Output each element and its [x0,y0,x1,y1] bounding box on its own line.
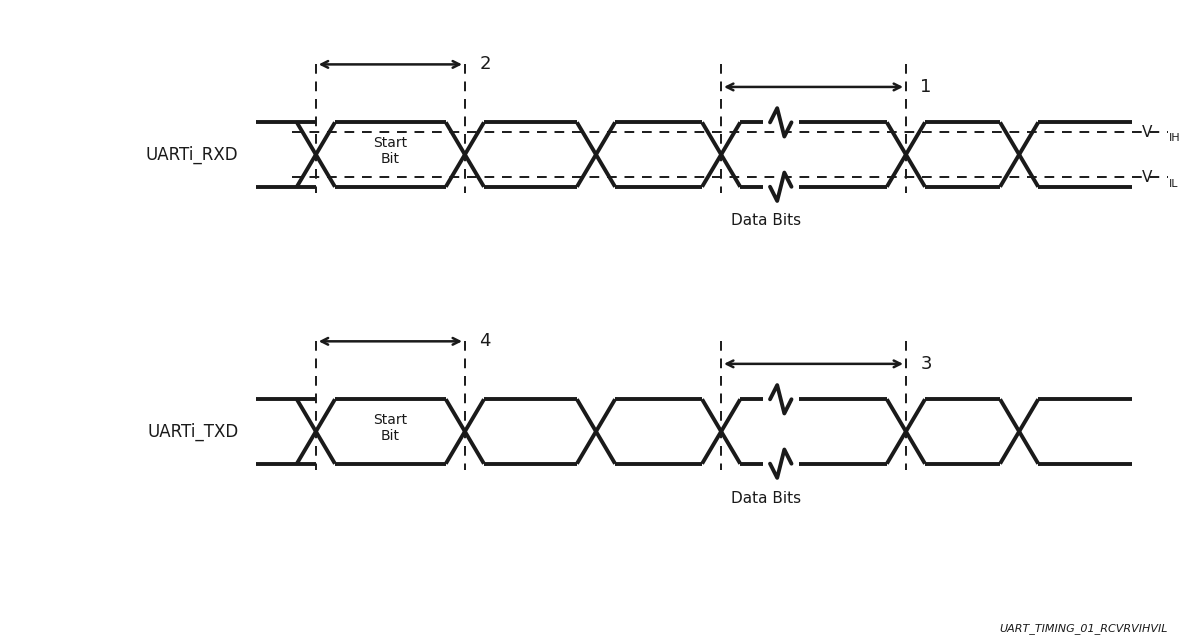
Text: Data Bits: Data Bits [731,213,801,227]
Text: Start
Bit: Start Bit [373,137,408,166]
Text: UARTi_RXD: UARTi_RXD [145,146,238,164]
Text: V: V [1142,169,1153,185]
Text: IL: IL [1169,178,1179,189]
Text: UARTi_TXD: UARTi_TXD [147,422,238,440]
Text: V: V [1142,124,1153,140]
Text: IH: IH [1169,133,1181,144]
Text: 2: 2 [479,55,491,73]
Text: 4: 4 [479,332,491,350]
Text: Start
Bit: Start Bit [373,413,408,443]
Text: UART_TIMING_01_RCVRVIHVIL: UART_TIMING_01_RCVRVIHVIL [1000,623,1168,634]
Text: 3: 3 [920,355,932,373]
Text: Data Bits: Data Bits [731,491,801,506]
Text: 1: 1 [920,78,932,96]
